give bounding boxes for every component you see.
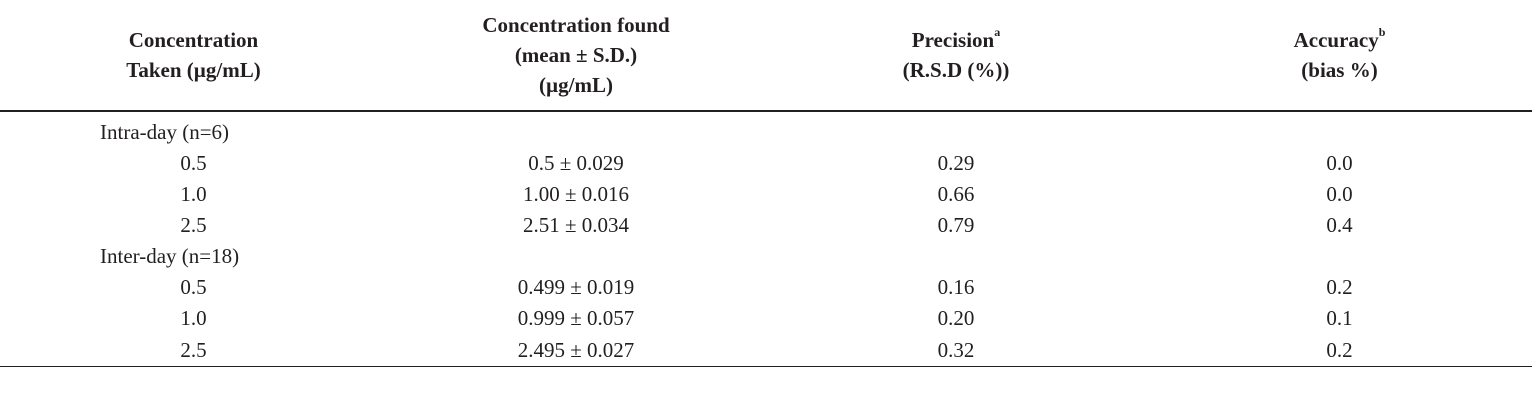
- header-precision-line2: (R.S.D (%)): [902, 58, 1010, 82]
- cell-precision: 0.32: [765, 333, 1147, 367]
- cell-precision: 0.29: [937, 150, 975, 175]
- header-precision-title: Precision: [911, 28, 995, 52]
- precision-accuracy-table: Concentration Taken (µg/mL) Concentratio…: [0, 0, 1532, 367]
- cell-precision: 0.79: [937, 212, 975, 237]
- cell-found: 0.5 ± 0.029: [528, 150, 624, 175]
- cell-precision: 0.20: [937, 305, 975, 330]
- group-row-intra-day: Intra-day (n=6): [0, 111, 1532, 147]
- header-accuracy: Accuracyb (bias %): [1147, 0, 1532, 112]
- cell-precision: 0.16: [937, 274, 975, 299]
- cell-accuracy: 0.4: [1326, 212, 1353, 237]
- group-label-inter-day: Inter-day (n=18): [100, 243, 240, 268]
- table-row: 2.5 2.495 ± 0.027 0.32 0.2: [0, 333, 1532, 367]
- header-accuracy-line2: (bias %): [1301, 58, 1378, 82]
- header-row: Concentration Taken (µg/mL) Concentratio…: [0, 0, 1532, 112]
- header-accuracy-title: Accuracy: [1293, 28, 1379, 52]
- cell-accuracy: 0.1: [1326, 305, 1353, 330]
- group-label-intra-day: Intra-day (n=6): [100, 119, 230, 144]
- table-row: 1.0 1.00 ± 0.016 0.66 0.0: [0, 178, 1532, 209]
- header-accuracy-line1: Accuracyb: [1147, 25, 1532, 55]
- cell-taken: 2.5: [180, 212, 207, 237]
- table-header: Concentration Taken (µg/mL) Concentratio…: [0, 0, 1532, 112]
- header-concentration-found: Concentration found (mean ± S.D.) (µg/mL…: [387, 0, 765, 112]
- header-concentration-taken-line2: Taken (µg/mL): [126, 58, 261, 82]
- cell-taken: 1.0: [180, 305, 207, 330]
- cell-taken: 1.0: [180, 181, 207, 206]
- cell-accuracy: 0.0: [1326, 181, 1353, 206]
- table-row: 0.5 0.499 ± 0.019 0.16 0.2: [0, 271, 1532, 302]
- table-body: Intra-day (n=6) 0.5 0.5 ± 0.029 0.29 0.0…: [0, 111, 1532, 367]
- header-concentration-taken-line1: Concentration: [128, 28, 259, 52]
- cell-found: 2.495 ± 0.027: [387, 333, 765, 367]
- cell-found: 2.51 ± 0.034: [522, 212, 630, 237]
- cell-accuracy: 0.2: [1147, 333, 1532, 367]
- cell-found: 1.00 ± 0.016: [522, 181, 630, 206]
- header-precision-footnote-mark: a: [994, 25, 1001, 39]
- header-precision-line1: Precisiona: [765, 25, 1147, 55]
- header-precision: Precisiona (R.S.D (%)): [765, 0, 1147, 112]
- header-concentration-taken: Concentration Taken (µg/mL): [0, 0, 387, 112]
- cell-precision: 0.66: [937, 181, 975, 206]
- table-row: 0.5 0.5 ± 0.029 0.29 0.0: [0, 147, 1532, 178]
- header-concentration-found-line2: (mean ± S.D.): [514, 43, 638, 67]
- cell-accuracy: 0.2: [1326, 274, 1353, 299]
- cell-found: 0.999 ± 0.057: [517, 305, 635, 330]
- header-concentration-found-line1: Concentration found: [482, 13, 670, 37]
- cell-found: 0.499 ± 0.019: [517, 274, 635, 299]
- cell-taken: 0.5: [180, 274, 207, 299]
- table-row: 2.5 2.51 ± 0.034 0.79 0.4: [0, 209, 1532, 240]
- cell-taken: 2.5: [0, 333, 387, 367]
- header-accuracy-footnote-mark: b: [1378, 25, 1386, 39]
- header-concentration-found-line3: (µg/mL): [539, 73, 613, 97]
- cell-accuracy: 0.0: [1326, 150, 1353, 175]
- cell-taken: 0.5: [180, 150, 207, 175]
- group-row-inter-day: Inter-day (n=18): [0, 240, 1532, 271]
- table-row: 1.0 0.999 ± 0.057 0.20 0.1: [0, 302, 1532, 333]
